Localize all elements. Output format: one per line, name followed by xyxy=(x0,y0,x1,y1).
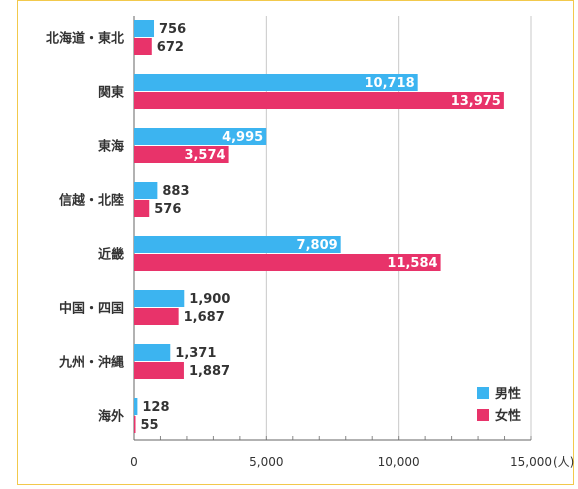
bar-male xyxy=(134,20,155,37)
x-tick-label: 5,000 xyxy=(249,455,283,469)
x-tick-label: 15,000 xyxy=(510,455,552,469)
bar-male xyxy=(134,182,158,199)
x-axis-unit: (人) xyxy=(553,455,574,469)
data-label: 4,995 xyxy=(222,130,263,145)
data-label: 1,887 xyxy=(189,364,230,379)
data-label: 128 xyxy=(142,400,169,415)
bar-female xyxy=(134,416,136,433)
data-label: 1,687 xyxy=(184,310,225,325)
data-label: 1,900 xyxy=(189,292,230,307)
bar-female xyxy=(134,200,150,217)
legend-swatch xyxy=(477,409,489,421)
category-label: 信越・北陸 xyxy=(59,193,124,209)
category-label: 中国・四国 xyxy=(59,301,124,317)
data-label: 3,574 xyxy=(184,148,225,163)
bar-female xyxy=(134,38,152,55)
category-label: 近畿 xyxy=(98,247,124,263)
data-label: 576 xyxy=(154,202,181,217)
data-label: 55 xyxy=(141,418,159,433)
data-label: 883 xyxy=(162,184,189,199)
bar-female xyxy=(134,254,441,271)
x-tick-label: 0 xyxy=(130,455,138,469)
category-label: 海外 xyxy=(98,409,124,425)
bar-female xyxy=(134,308,179,325)
bar-female xyxy=(134,146,229,163)
bar-male xyxy=(134,290,185,307)
legend-label: 男性 xyxy=(495,386,521,402)
bar-female xyxy=(134,92,504,109)
legend-swatch xyxy=(477,387,489,399)
category-label: 関東 xyxy=(98,85,124,101)
data-label: 672 xyxy=(157,40,184,55)
category-label: 九州・沖縄 xyxy=(58,355,124,371)
data-label: 756 xyxy=(159,22,186,37)
data-label: 11,584 xyxy=(387,256,437,271)
data-label: 1,371 xyxy=(175,346,216,361)
legend-label: 女性 xyxy=(495,408,521,424)
data-label: 10,718 xyxy=(364,76,414,91)
bar-male xyxy=(134,344,171,361)
x-tick-label: 10,000 xyxy=(378,455,420,469)
bar-female xyxy=(134,362,184,379)
bar-male xyxy=(134,128,267,145)
category-label: 東海 xyxy=(98,139,124,155)
bar-male xyxy=(134,236,341,253)
data-label: 7,809 xyxy=(297,238,338,253)
bar-male xyxy=(134,398,138,415)
bar-male xyxy=(134,74,418,91)
category-label: 北海道・東北 xyxy=(46,31,124,47)
data-label: 13,975 xyxy=(451,94,501,109)
